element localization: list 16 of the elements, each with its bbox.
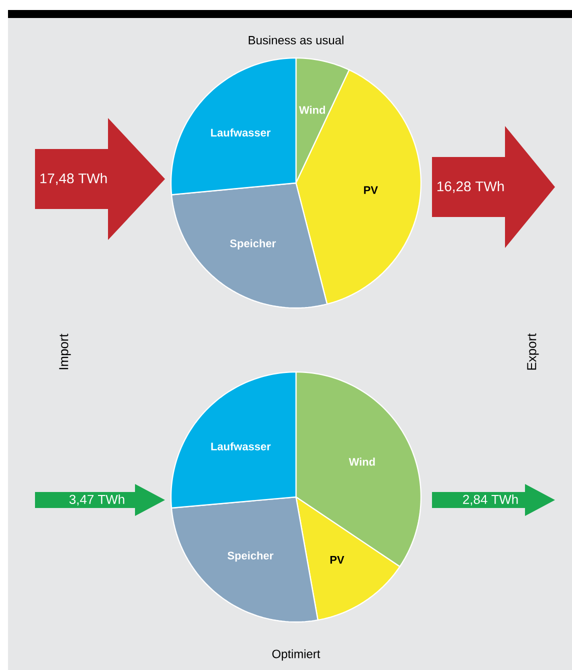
chart-title: Business as usual [248,36,344,44]
slice-label: Laufwasser [211,442,271,450]
text: Optimiert [272,649,320,661]
slice-label: Wind [299,106,325,114]
slice-label: Speicher [230,239,276,250]
text: 3,47 TWh [69,494,124,506]
slice-label: Speicher [228,551,274,562]
slice-label: Wind [348,458,375,466]
text: Export [527,333,539,370]
text: Import [59,334,71,370]
text: 2,84 TWh [463,494,518,506]
slice-label: PV [364,186,378,194]
text: 16,28 TWh [437,181,504,193]
slice-label: Laufwasser [211,128,271,137]
slice-label: PV [330,556,344,564]
text: 17,48 TWh [40,173,107,185]
